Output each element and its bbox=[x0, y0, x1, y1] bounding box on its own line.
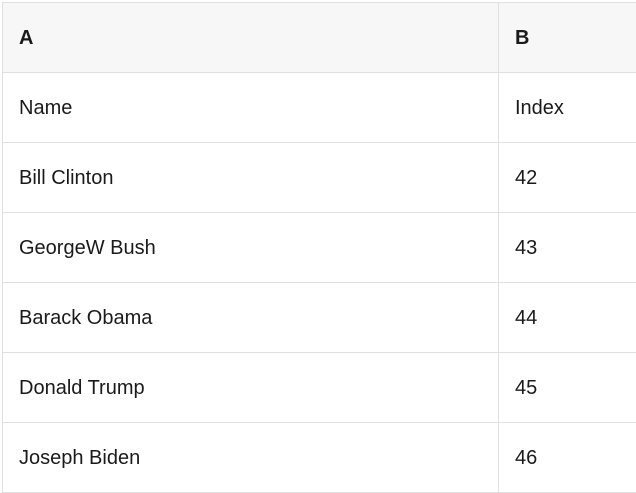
cell-name-field[interactable]: Name bbox=[19, 96, 73, 119]
table-row: Joseph Biden 46 bbox=[3, 423, 636, 493]
cell-index[interactable]: 45 bbox=[498, 353, 636, 422]
cell-index[interactable]: 46 bbox=[498, 423, 636, 492]
table-row: Name Index bbox=[3, 73, 636, 143]
table-row: Donald Trump 45 bbox=[3, 353, 636, 423]
cell-index[interactable]: 44 bbox=[498, 283, 636, 352]
column-header-a[interactable]: A bbox=[19, 26, 34, 49]
table-row: Bill Clinton 42 bbox=[3, 143, 636, 213]
cell-name[interactable]: Donald Trump bbox=[19, 376, 145, 399]
cell-name[interactable]: Bill Clinton bbox=[19, 166, 114, 189]
table-row: Barack Obama 44 bbox=[3, 283, 636, 353]
cell-index[interactable]: 43 bbox=[498, 213, 636, 282]
column-header-row: A B bbox=[3, 3, 636, 73]
cell-name[interactable]: Joseph Biden bbox=[19, 446, 141, 469]
cell-index[interactable]: 42 bbox=[498, 143, 636, 212]
table-row: GeorgeW Bush 43 bbox=[3, 213, 636, 283]
column-header-b[interactable]: B bbox=[498, 3, 636, 72]
cell-name[interactable]: Barack Obama bbox=[19, 306, 153, 329]
cell-name[interactable]: GeorgeW Bush bbox=[19, 236, 156, 259]
cell-index-field[interactable]: Index bbox=[498, 73, 636, 142]
